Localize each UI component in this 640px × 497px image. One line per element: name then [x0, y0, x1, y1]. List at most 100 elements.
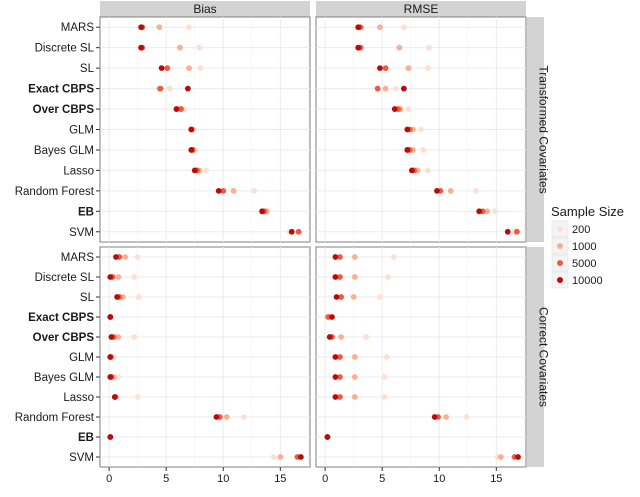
- y-tick-label: GLM: [69, 125, 94, 137]
- column-strip-label: RMSE: [404, 2, 439, 16]
- row-strip-0: [527, 17, 544, 242]
- data-point: [166, 85, 173, 92]
- data-point: [158, 65, 165, 72]
- data-point: [107, 314, 114, 320]
- row-strip-label: Correct Covariates: [537, 307, 551, 407]
- y-tick-label: Lasso: [63, 165, 94, 177]
- column-strip-0: [100, 1, 310, 17]
- data-point: [476, 208, 483, 215]
- data-point: [178, 106, 184, 112]
- y-tick-label: SVM: [69, 452, 94, 464]
- x-tick-label: 5: [379, 473, 385, 485]
- y-tick-label: Exact CBPS: [28, 84, 94, 96]
- row-strip-1: [527, 247, 544, 467]
- data-point: [188, 147, 195, 153]
- legend-title: Sample Size: [551, 204, 624, 219]
- x-tick-label: 10: [433, 473, 445, 485]
- y-tick-label: Exact CBPS: [28, 312, 94, 324]
- data-point: [259, 208, 265, 215]
- data-point: [115, 334, 122, 340]
- x-tick-label: 0: [322, 473, 328, 485]
- y-tick-label: Lasso: [63, 392, 94, 404]
- data-point: [337, 254, 343, 260]
- y-tick-label: SL: [80, 292, 95, 304]
- y-tick-label: EB: [78, 206, 94, 218]
- data-point: [404, 147, 411, 153]
- data-point: [351, 394, 358, 400]
- data-point: [203, 167, 210, 174]
- legend-label: 200: [572, 224, 590, 236]
- column-strip-1: [316, 1, 526, 17]
- data-point: [374, 85, 381, 92]
- data-point: [504, 228, 511, 235]
- data-point: [382, 65, 389, 72]
- data-point: [337, 354, 343, 360]
- data-point: [392, 85, 399, 92]
- data-point: [223, 414, 230, 420]
- data-point: [115, 274, 122, 280]
- data-point: [443, 414, 450, 420]
- data-point: [497, 454, 504, 460]
- y-tick-label: Bayes GLM: [34, 145, 94, 157]
- y-tick-label: MARS: [61, 22, 95, 34]
- data-point: [377, 65, 383, 72]
- data-point: [196, 44, 203, 51]
- y-tick-label: Over CBPS: [33, 104, 95, 116]
- data-point: [337, 274, 343, 280]
- data-point: [400, 24, 407, 31]
- y-tick-label: Over CBPS: [33, 332, 95, 344]
- data-point: [186, 24, 192, 31]
- data-point: [186, 65, 192, 72]
- x-tick-label: 10: [217, 473, 229, 485]
- legend-swatch: [557, 226, 563, 232]
- data-point: [333, 294, 340, 300]
- data-point: [240, 414, 247, 420]
- data-point: [176, 44, 183, 51]
- legend-swatch: [557, 277, 563, 283]
- data-point: [111, 394, 118, 400]
- data-point: [113, 254, 119, 260]
- data-point: [424, 65, 431, 72]
- data-point: [107, 354, 114, 360]
- data-point: [447, 187, 454, 194]
- data-point: [338, 334, 345, 340]
- data-point: [122, 254, 129, 260]
- data-point: [220, 187, 227, 194]
- data-point: [215, 187, 222, 194]
- legend-swatch: [557, 243, 563, 249]
- y-tick-label: GLM: [69, 352, 94, 364]
- data-point: [131, 334, 138, 340]
- data-point: [326, 334, 333, 340]
- data-point: [332, 394, 339, 400]
- data-point: [156, 24, 163, 31]
- y-tick-label: EB: [78, 432, 94, 444]
- data-point: [363, 334, 370, 340]
- data-point: [385, 274, 391, 280]
- data-point: [513, 228, 520, 235]
- legend-label: 5000: [572, 258, 596, 270]
- data-point: [197, 65, 204, 72]
- data-point: [188, 126, 195, 133]
- data-point: [332, 274, 339, 280]
- y-tick-label: Random Forest: [15, 186, 95, 198]
- data-point: [492, 208, 499, 215]
- data-point: [390, 254, 397, 260]
- data-point: [381, 374, 388, 380]
- data-point: [377, 294, 383, 300]
- data-point: [351, 254, 358, 260]
- data-point: [270, 454, 277, 460]
- data-point: [230, 187, 237, 194]
- y-tick-label: Discrete SL: [35, 272, 95, 284]
- x-tick-label: 0: [106, 473, 112, 485]
- data-point: [405, 65, 412, 72]
- data-point: [157, 85, 164, 92]
- data-point: [377, 24, 383, 31]
- data-point: [355, 24, 362, 31]
- legend-label: 1000: [572, 241, 596, 253]
- data-point: [408, 167, 415, 174]
- data-point: [351, 354, 358, 360]
- data-point: [107, 274, 114, 280]
- data-point: [337, 374, 343, 380]
- data-point: [381, 394, 388, 400]
